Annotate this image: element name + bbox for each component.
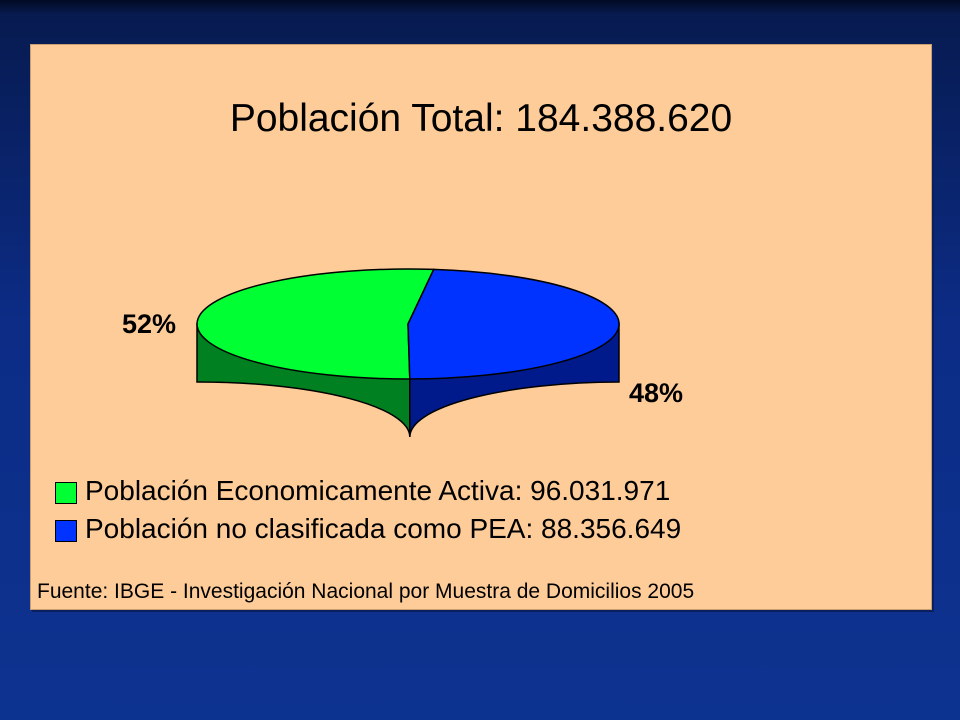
percent-label-green: 52% <box>122 309 176 339</box>
percent-label-blue: 48% <box>629 378 683 408</box>
slide-top-band <box>0 0 960 14</box>
legend-label: Población no clasificada como PEA: 88.35… <box>85 513 682 544</box>
pie-slice-blue <box>407 268 620 380</box>
pie-chart: 52% 48% <box>122 268 683 438</box>
legend-swatch-blue <box>55 520 77 542</box>
legend-label: Población Economicamente Activa: 96.031.… <box>85 475 671 506</box>
pie-slice-green <box>196 268 435 380</box>
chart-title: Población Total: 184.388.620 <box>229 97 733 140</box>
legend-swatch-green <box>55 482 77 504</box>
chart-panel: Población Total: 184.388.620 52% 48% Pobl… <box>30 44 932 610</box>
source-note: Fuente: IBGE - Investigación Nacional po… <box>37 580 695 603</box>
